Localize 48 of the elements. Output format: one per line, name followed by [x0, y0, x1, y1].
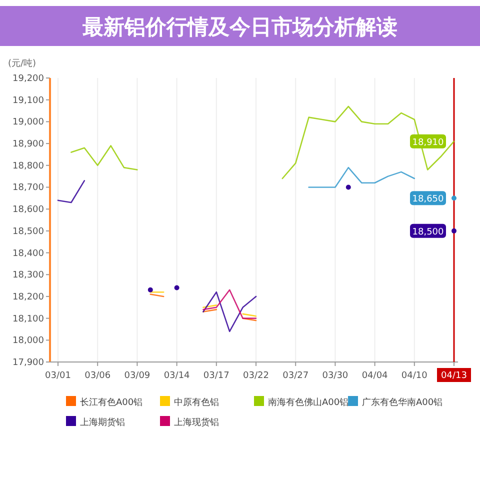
- point: [174, 285, 180, 290]
- x-tick-label: 04/10: [401, 371, 428, 381]
- chart-title: 最新铝价行情及今日市场分析解读: [82, 15, 398, 39]
- y-tick-label: 18,300: [12, 270, 44, 281]
- y-tick-label: 17,900: [12, 358, 44, 368]
- x-tick-label: 03/06: [84, 371, 111, 381]
- y-tick-label: 18,200: [12, 292, 44, 302]
- y-tick-label: 18,500: [12, 226, 44, 237]
- legend-item: 上海期货铝: [66, 416, 125, 428]
- legend-label: 上海期货铝: [80, 417, 125, 428]
- data-label: 18,500: [412, 227, 444, 238]
- legend-item: 南海有色佛山A00铝: [254, 396, 349, 408]
- x-tick-label: 03/22: [243, 371, 269, 381]
- x-tick-label: 03/01: [45, 371, 71, 381]
- y-tick-label: 18,400: [12, 248, 44, 259]
- legend-label: 上海现货铝: [174, 417, 219, 428]
- data-label: 18,650: [412, 194, 444, 205]
- y-tick-label: 18,900: [12, 140, 44, 150]
- legend-item: 广东有色华南A00铝: [348, 396, 443, 408]
- x-tick-label: 04/13: [441, 371, 467, 381]
- legend-label: 长江有色A00铝: [80, 397, 143, 408]
- x-tick-label: 03/17: [203, 371, 230, 381]
- line-series: [202, 289, 257, 319]
- y-tick-label: 19,100: [12, 96, 44, 106]
- y-tick-label: 19,200: [12, 74, 44, 84]
- legend-label: 广东有色华南A00铝: [362, 397, 443, 408]
- y-tick-label: 19,000: [12, 118, 44, 128]
- y-axis-title: (元/吨): [8, 58, 36, 69]
- y-tick-label: 18,000: [12, 336, 44, 346]
- x-tick-label: 04/04: [362, 371, 388, 381]
- point: [452, 228, 456, 234]
- y-tick-label: 18,800: [12, 161, 44, 172]
- legend-item: 上海现货铝: [160, 416, 219, 428]
- point: [148, 287, 153, 292]
- x-tick-label: 03/27: [282, 371, 309, 381]
- y-tick-label: 18,700: [12, 183, 44, 194]
- x-tick-label: 03/30: [322, 371, 348, 381]
- x-tick-label: 03/14: [164, 371, 190, 381]
- legend-label: 南海有色佛山A00铝: [268, 397, 349, 408]
- data-label: 18,910: [412, 138, 444, 148]
- y-tick-label: 18,600: [12, 205, 44, 216]
- point: [346, 184, 351, 190]
- legend-label: 中原有色铝: [174, 397, 219, 408]
- x-tick-label: 03/09: [124, 371, 150, 381]
- y-tick-label: 18,100: [12, 314, 44, 324]
- point: [452, 196, 456, 201]
- legend-item: 中原有色铝: [160, 396, 219, 408]
- legend-item: 长江有色A00铝: [66, 396, 143, 408]
